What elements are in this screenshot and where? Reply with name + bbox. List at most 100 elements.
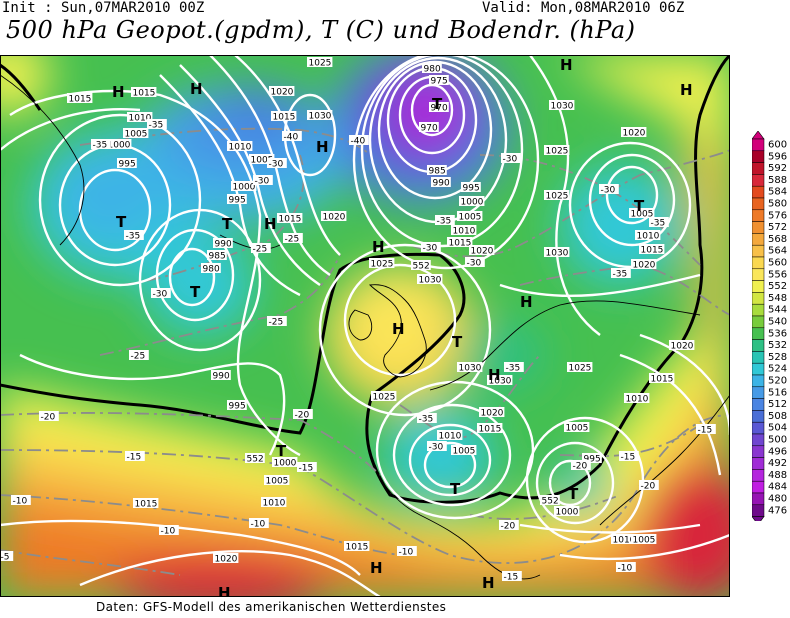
label-background <box>611 534 637 544</box>
label-background <box>125 451 145 461</box>
temperature-label: -30 <box>503 155 518 165</box>
temperature-label: -10 <box>251 520 266 530</box>
label-background <box>106 139 132 149</box>
label-background <box>0 551 14 561</box>
pressure-label: 1020 <box>271 88 294 98</box>
high-pressure-marker: H <box>520 293 533 311</box>
legend-swatch <box>752 433 765 447</box>
label-background <box>269 86 295 96</box>
pressure-label: 1000 <box>108 141 131 151</box>
low-pressure-marker: T <box>452 333 463 351</box>
temperature-label: -35 <box>93 141 108 151</box>
pressure-label: 990 <box>213 372 230 382</box>
legend-swatch <box>752 386 765 399</box>
legend-swatch <box>752 233 765 246</box>
high-pressure-marker: H <box>316 138 329 156</box>
pressure-label: 1020 <box>671 342 694 352</box>
geopotential-552-contour <box>0 55 730 504</box>
label-background <box>307 57 333 67</box>
pressure-label: 1010 <box>439 432 462 442</box>
high-pressure-marker: H <box>488 366 501 384</box>
label-background <box>447 237 473 247</box>
temperature-label: -30 <box>429 443 444 453</box>
legend-swatch <box>752 492 765 506</box>
label-background <box>451 225 477 235</box>
label-background <box>429 75 449 85</box>
label-background <box>227 400 247 410</box>
temperature-label: -10 <box>399 548 414 558</box>
label-background <box>544 190 570 200</box>
legend-swatch <box>752 221 765 234</box>
label-background <box>429 102 449 112</box>
map-frame <box>0 55 730 597</box>
pressure-label: 1025 <box>546 147 569 157</box>
temperature-label: -15 <box>127 453 142 463</box>
label-background <box>211 370 231 380</box>
temperature-label: -15 <box>621 453 636 463</box>
pressure-label: 1030 <box>459 364 482 374</box>
pressure-label: 1030 <box>309 112 332 122</box>
pressure-label: 980 <box>203 265 220 275</box>
label-background <box>469 245 495 255</box>
temperature-label: -20 <box>641 482 656 492</box>
label-background <box>621 127 647 137</box>
temperature-label: -35 <box>613 270 628 280</box>
legend-swatch <box>752 174 765 187</box>
coastlines <box>0 74 730 580</box>
low-pressure-marker: T <box>190 283 201 301</box>
temperature-label: -10 <box>161 527 176 537</box>
pressure-label: 1010 <box>229 143 252 153</box>
temperature-label: -30 <box>467 259 482 269</box>
label-background <box>283 233 303 243</box>
label-background <box>611 268 631 278</box>
label-background <box>411 260 431 270</box>
label-background <box>487 375 513 385</box>
label-background <box>321 211 347 221</box>
label-background <box>419 122 439 132</box>
label-background <box>459 196 485 206</box>
temperature-label: -20 <box>573 462 588 472</box>
high-pressure-marker: H <box>370 559 383 577</box>
pressure-label: 1000 <box>556 508 579 518</box>
legend-swatch <box>752 480 765 494</box>
legend-label: 528 <box>768 352 787 363</box>
legend-swatch <box>752 398 765 411</box>
label-background <box>271 111 297 121</box>
legend-swatch <box>752 256 765 270</box>
temperature-label: -20 <box>41 413 56 423</box>
temperature-label: -30 <box>601 186 616 196</box>
label-background <box>129 350 149 360</box>
label-background <box>554 506 580 516</box>
legend-label: 536 <box>768 328 787 339</box>
pressure-label: 1015 <box>346 543 369 553</box>
label-background <box>227 141 253 151</box>
label-background <box>251 243 271 253</box>
legend-swatch <box>752 339 765 352</box>
pressure-label: 1030 <box>551 102 574 112</box>
pressure-label: 1020 <box>633 261 656 271</box>
label-background <box>499 520 519 530</box>
pressure-label: 1015 <box>279 215 302 225</box>
label-background <box>151 288 171 298</box>
pressure-label: 1015 <box>273 113 296 123</box>
high-pressure-marker: H <box>112 83 125 101</box>
label-background <box>213 553 239 563</box>
label-background <box>133 498 159 508</box>
map-title: 500 hPa Geopot.(gpdm), T (C) und Bodendr… <box>6 16 636 44</box>
label-background <box>629 208 655 218</box>
legend-swatch <box>752 280 765 293</box>
legend-swatch <box>752 469 765 482</box>
label-background <box>297 462 317 472</box>
label-background <box>201 263 221 273</box>
pressure-label: 1005 <box>125 130 148 140</box>
label-background <box>207 250 227 260</box>
label-background <box>427 441 447 451</box>
legend-top-arrow <box>752 131 765 140</box>
low-pressure-marker: T <box>568 485 579 503</box>
legend-swatch <box>752 303 765 317</box>
pressure-label: 1025 <box>373 393 396 403</box>
label-background <box>127 112 153 122</box>
temperature-label: -30 <box>153 290 168 300</box>
label-background <box>123 128 149 138</box>
legend-swatch <box>752 362 765 376</box>
